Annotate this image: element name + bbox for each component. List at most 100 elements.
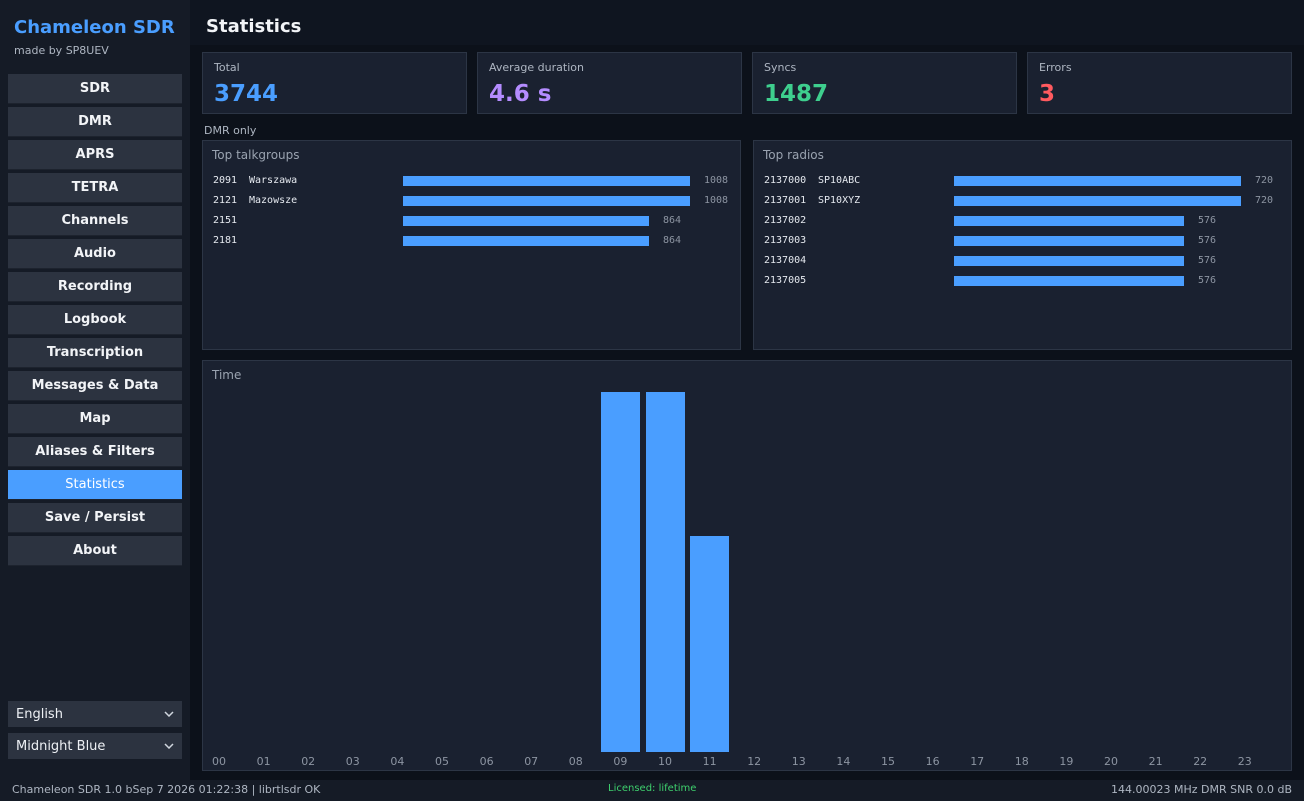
radio-bar	[954, 276, 1184, 286]
nav-menu: SDR DMR APRS TETRA Channels Audio Record…	[8, 74, 182, 569]
status-right: 144.00023 MHz DMR SNR 0.0 dB	[1111, 783, 1292, 796]
nav-item-save-persist[interactable]: Save / Persist	[8, 503, 182, 533]
radio-id: 2137005	[764, 275, 807, 286]
talkgroup-value: 864	[663, 235, 682, 246]
nav-item-sdr[interactable]: SDR	[8, 74, 182, 104]
radio-name: SP10ABC	[818, 175, 861, 186]
hour-label: 00	[212, 755, 226, 768]
hour-label: 17	[970, 755, 985, 768]
stat-card-syncs: Syncs 1487	[752, 52, 1017, 114]
radio-id: 2137001	[764, 195, 807, 206]
radio-row: 2137004 576	[764, 255, 1284, 267]
talkgroup-row: 2091 Warszawa 1008	[213, 175, 733, 187]
sidebar: Chameleon SDR made by SP8UEV SDR DMR APR…	[0, 0, 190, 780]
time-bar	[646, 392, 685, 752]
hour-label: 16	[925, 755, 940, 768]
top-talkgroups-panel: Top talkgroups 2091 Warszawa 1008 2121 M…	[202, 140, 741, 350]
theme-select[interactable]: Midnight Blue	[8, 733, 182, 759]
nav-item-aprs[interactable]: APRS	[8, 140, 182, 170]
stat-card-label: Average duration	[489, 61, 584, 74]
stat-card-average-duration: Average duration 4.6 s	[477, 52, 742, 114]
talkgroup-row: 2181 864	[213, 235, 733, 247]
hour-label: 05	[435, 755, 449, 768]
hour-label: 14	[836, 755, 851, 768]
page-title: Statistics	[206, 16, 302, 37]
radio-row: 2137002 576	[764, 215, 1284, 227]
language-select[interactable]: English	[8, 701, 182, 727]
time-bar	[601, 392, 640, 752]
nav-item-channels[interactable]: Channels	[8, 206, 182, 236]
chevron-down-icon	[164, 709, 174, 720]
talkgroup-bar	[403, 236, 649, 246]
time-chart-title: Time	[212, 368, 242, 382]
chevron-down-icon	[164, 741, 174, 752]
nav-item-recording[interactable]: Recording	[8, 272, 182, 302]
hour-label: 15	[881, 755, 895, 768]
radio-bar	[954, 256, 1184, 266]
dmr-only-label: DMR only	[204, 124, 257, 137]
nav-item-aliases-filters[interactable]: Aliases & Filters	[8, 437, 182, 467]
talkgroup-bar	[403, 176, 690, 186]
nav-item-dmr[interactable]: DMR	[8, 107, 182, 137]
nav-item-messages-data[interactable]: Messages & Data	[8, 371, 182, 401]
radio-value: 576	[1198, 215, 1217, 226]
stat-card-total: Total 3744	[202, 52, 467, 114]
hour-label: 19	[1059, 755, 1074, 768]
radio-value: 576	[1198, 235, 1217, 246]
radio-bar	[954, 216, 1184, 226]
nav-item-tetra[interactable]: TETRA	[8, 173, 182, 203]
radio-id: 2137000	[764, 175, 807, 186]
license-status: Licensed: lifetime	[608, 783, 697, 794]
hour-label: 11	[702, 755, 717, 768]
talkgroup-value: 1008	[704, 195, 729, 206]
radio-bar	[954, 176, 1241, 186]
hour-label: 04	[390, 755, 405, 768]
hour-label: 22	[1193, 755, 1208, 768]
nav-item-about[interactable]: About	[8, 536, 182, 566]
radio-row: 2137001 SP10XYZ 720	[764, 195, 1284, 207]
nav-item-audio[interactable]: Audio	[8, 239, 182, 269]
nav-item-logbook[interactable]: Logbook	[8, 305, 182, 335]
time-bar	[690, 536, 729, 752]
radio-id: 2137003	[764, 235, 807, 246]
hour-label: 10	[658, 755, 672, 768]
hour-label: 06	[479, 755, 494, 768]
hour-label: 02	[301, 755, 316, 768]
radio-bar	[954, 196, 1241, 206]
language-select-value: English	[16, 706, 63, 722]
talkgroup-id: 2091	[213, 175, 238, 186]
app-subtitle: made by SP8UEV	[14, 44, 109, 57]
talkgroup-row: 2121 Mazowsze 1008	[213, 195, 733, 207]
talkgroup-name: Mazowsze	[249, 195, 298, 206]
stat-card-label: Syncs	[764, 61, 797, 74]
radio-id: 2137004	[764, 255, 807, 266]
nav-item-transcription[interactable]: Transcription	[8, 338, 182, 368]
stat-card-value: 3744	[214, 81, 279, 107]
hour-label: 23	[1237, 755, 1252, 768]
nav-item-map[interactable]: Map	[8, 404, 182, 434]
talkgroup-bar	[403, 196, 690, 206]
talkgroup-row: 2151 864	[213, 215, 733, 227]
status-bar: Chameleon SDR 1.0 bSep 7 2026 01:22:38 |…	[0, 780, 1304, 801]
talkgroup-id: 2121	[213, 195, 238, 206]
talkgroup-id: 2181	[213, 235, 238, 246]
radio-value: 576	[1198, 275, 1217, 286]
hour-label: 20	[1104, 755, 1118, 768]
talkgroup-bar	[403, 216, 649, 226]
talkgroup-value: 864	[663, 215, 682, 226]
top-talkgroups-title: Top talkgroups	[212, 148, 300, 162]
radio-row: 2137003 576	[764, 235, 1284, 247]
hour-label: 21	[1148, 755, 1163, 768]
nav-item-statistics[interactable]: Statistics	[8, 470, 182, 500]
talkgroup-id: 2151	[213, 215, 238, 226]
hour-label: 03	[345, 755, 360, 768]
radio-bar	[954, 236, 1184, 246]
stat-card-value: 1487	[764, 81, 829, 107]
radio-value: 720	[1255, 195, 1274, 206]
hour-label: 08	[568, 755, 583, 768]
hour-label: 18	[1014, 755, 1029, 768]
app-title: Chameleon SDR	[14, 17, 175, 38]
radio-row: 2137005 576	[764, 275, 1284, 287]
radio-name: SP10XYZ	[818, 195, 861, 206]
radio-id: 2137002	[764, 215, 807, 226]
